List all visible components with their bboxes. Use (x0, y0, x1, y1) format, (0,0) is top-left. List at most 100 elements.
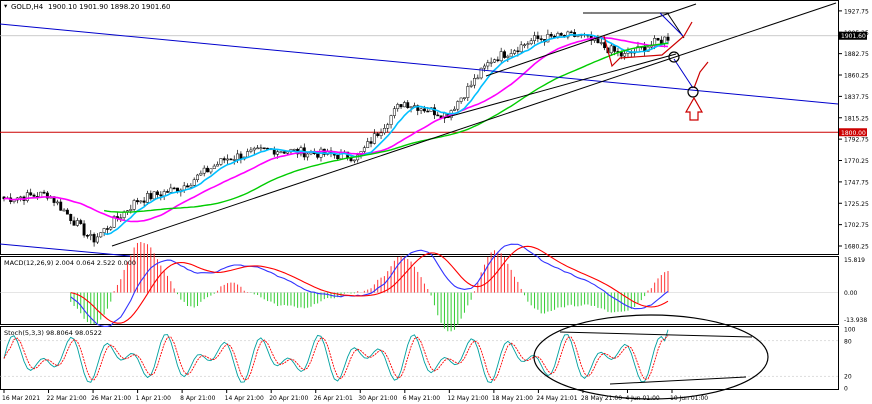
candle-body (29, 192, 33, 196)
time-tick-label: 14 Apr 21:00 (225, 395, 264, 402)
candle-body (463, 97, 466, 99)
time-tick-label: 8 Apr 21:00 (180, 395, 215, 402)
candle-body (282, 151, 286, 154)
price-tick-label: 1860.25 (844, 73, 869, 80)
candle-body (95, 236, 99, 243)
current-price-box (839, 31, 867, 40)
candle-body (513, 50, 516, 54)
candle-body (102, 228, 106, 233)
candle-body (389, 115, 393, 125)
price-tick-label: 1815.25 (844, 115, 869, 122)
symbol-label: GOLD,H4 (11, 3, 44, 11)
candle-body (416, 105, 420, 111)
candle-body (623, 53, 627, 57)
stoch-tick-label: 80 (844, 338, 852, 345)
candle-body (473, 78, 476, 86)
candle-body (379, 132, 383, 136)
stoch-panel-frame (0, 326, 839, 390)
candle-body (432, 107, 436, 116)
candle-body (526, 43, 530, 46)
blue-down-arrow (673, 58, 694, 89)
candle-body (202, 167, 206, 174)
candle-body (456, 101, 460, 110)
candle-body (59, 201, 63, 211)
candle-body (406, 102, 410, 108)
candle-body (196, 174, 199, 180)
candle-body (229, 158, 233, 161)
candle-body (546, 34, 550, 43)
candle-body (159, 194, 163, 197)
candle-body (112, 216, 116, 228)
candle-body (156, 191, 159, 195)
ma-magenta-line (3, 36, 669, 223)
candle-body (479, 67, 483, 79)
candle-body (599, 42, 603, 44)
candle-body (536, 35, 540, 39)
candle-body (142, 200, 146, 203)
candle-body (466, 86, 470, 98)
blue-projection-arrow (659, 12, 684, 37)
symbol-dropdown-icon[interactable]: ▾ (4, 2, 8, 10)
candle-body (292, 148, 296, 151)
macd-tick-label: 0.00 (844, 290, 858, 297)
candle-body (259, 147, 263, 150)
candle-body (129, 209, 133, 211)
candle-body (496, 59, 500, 62)
candle-body (65, 209, 69, 215)
stoch-lower-trendline (609, 376, 747, 385)
candle-body (262, 147, 266, 150)
candle-body (55, 201, 59, 204)
candle-body (42, 191, 46, 194)
time-tick-label: 22 Mar 21:00 (47, 395, 87, 402)
candle-body (119, 217, 123, 219)
ma-slow-line (103, 42, 669, 213)
candle-body (509, 53, 513, 57)
candle-body (192, 179, 196, 186)
candle-body (75, 220, 79, 226)
macd-label: MACD(12,26,9) 2.004 0.064 2.522 0.000 (4, 259, 136, 267)
candle-body (25, 192, 29, 201)
stoch-label: Stoch(5,3,3) 98.8064 98.0522 (4, 329, 102, 337)
candle-body (529, 40, 533, 45)
level-price-label: 1800.00 (841, 130, 866, 137)
candle-body (89, 234, 93, 236)
candle-body (99, 232, 103, 238)
candle-body (499, 51, 503, 62)
candle-body (152, 191, 156, 200)
wedge-resistance-line (485, 3, 697, 77)
candle-body (109, 226, 113, 230)
time-tick-label: 28 May 21:00 (581, 395, 622, 402)
candle-body (366, 141, 370, 148)
candle-body (569, 31, 573, 34)
candle-body (459, 97, 463, 102)
candle-body (206, 167, 209, 173)
candle-body (139, 200, 143, 203)
stoch-k-line (3, 329, 669, 384)
candle-body (82, 223, 86, 236)
macd-signal-line (70, 245, 669, 324)
price-tick-label: 1770.25 (844, 158, 869, 165)
price-tick-label: 1747.75 (844, 179, 869, 186)
candle-body (186, 185, 189, 188)
red-rebound-arrow (693, 61, 709, 89)
candle-body (136, 200, 139, 203)
candle-body (349, 158, 353, 162)
candle-body (656, 38, 660, 41)
candle-body (72, 220, 76, 226)
candle-body (386, 124, 390, 129)
stoch-d-line (3, 335, 669, 381)
candle-body (619, 51, 623, 57)
current-price-label: 1901.60 (841, 33, 866, 40)
candle-body (566, 31, 570, 38)
time-tick-label: 30 Apr 21:00 (358, 395, 397, 402)
candle-body (453, 108, 456, 111)
candle-body (32, 194, 36, 197)
candle-body (246, 151, 250, 158)
candle-body (539, 38, 543, 40)
candle-body (216, 164, 219, 167)
candle-body (85, 235, 89, 237)
candle-body (426, 110, 430, 113)
candle-body (169, 187, 173, 193)
